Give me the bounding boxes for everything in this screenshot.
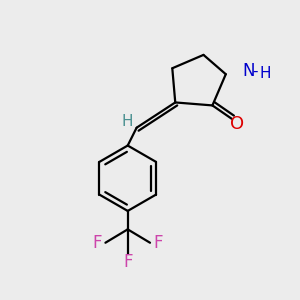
Text: H: H bbox=[260, 66, 272, 81]
Text: N: N bbox=[242, 62, 255, 80]
Text: F: F bbox=[123, 253, 133, 271]
Text: H: H bbox=[122, 114, 134, 129]
Text: -: - bbox=[253, 64, 258, 79]
Text: F: F bbox=[154, 234, 163, 252]
Text: F: F bbox=[92, 234, 102, 252]
Text: O: O bbox=[230, 115, 244, 133]
